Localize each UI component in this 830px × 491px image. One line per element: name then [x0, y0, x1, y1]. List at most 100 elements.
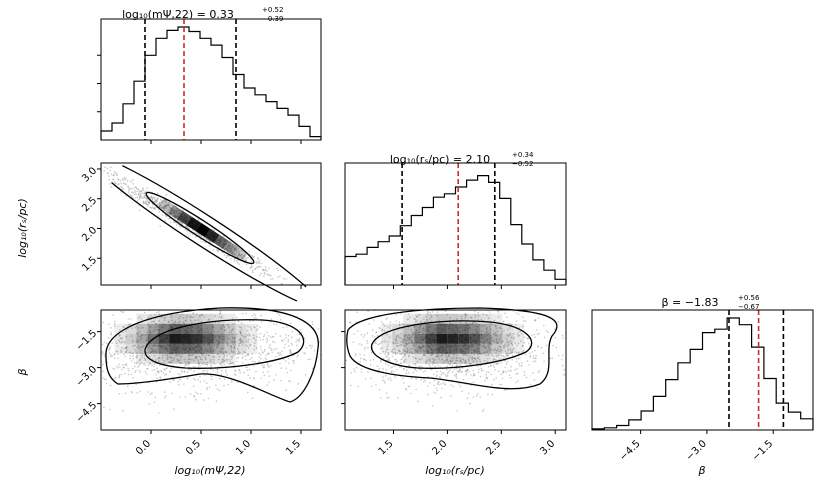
- scatter-point: [212, 249, 215, 251]
- scatter-point: [170, 356, 172, 358]
- density-cell: [469, 313, 481, 324]
- scatter-point: [230, 331, 233, 333]
- scatter-point: [357, 385, 360, 388]
- scatter-point: [136, 354, 138, 357]
- scatter-point: [483, 359, 486, 362]
- scatter-point: [522, 320, 525, 322]
- scatter-point: [470, 374, 472, 376]
- scatter-point: [288, 380, 290, 382]
- scatter-point: [260, 262, 262, 265]
- scatter-point: [260, 357, 262, 360]
- scatter-point: [125, 177, 127, 180]
- scatter-point: [253, 377, 255, 380]
- scatter-point: [475, 328, 477, 331]
- scatter-point: [132, 191, 134, 194]
- scatter-point: [203, 370, 206, 372]
- scatter-point: [164, 317, 166, 319]
- scatter-point: [394, 342, 397, 345]
- scatter-point: [192, 316, 194, 319]
- scatter-point: [156, 348, 158, 351]
- scatter-point: [399, 366, 401, 369]
- scatter-point: [135, 369, 137, 372]
- scatter-point: [181, 371, 183, 374]
- density-cell: [158, 343, 170, 354]
- scatter-point: [287, 358, 290, 360]
- scatter-point: [223, 352, 225, 355]
- scatter-point: [154, 344, 157, 347]
- scatter-point: [451, 365, 453, 368]
- scatter-point: [123, 326, 125, 329]
- scatter-point: [210, 365, 212, 368]
- scatter-point: [495, 332, 497, 335]
- scatter-point: [480, 330, 483, 333]
- scatter-point: [245, 312, 247, 315]
- scatter-point: [424, 354, 426, 357]
- scatter-point: [430, 316, 433, 319]
- scatter-point: [118, 376, 121, 379]
- scatter-point: [133, 361, 136, 364]
- scatter-point: [114, 173, 116, 175]
- scatter-point: [171, 319, 173, 322]
- scatter-point: [515, 381, 517, 384]
- scatter-point: [558, 354, 560, 357]
- scatter-point: [220, 316, 223, 318]
- scatter-point: [217, 250, 219, 252]
- scatter-point: [455, 356, 458, 359]
- scatter-point: [251, 314, 253, 317]
- scatter-point: [134, 348, 136, 351]
- scatter-point: [400, 332, 403, 335]
- scatter-point: [127, 373, 130, 376]
- scatter-point: [551, 357, 553, 359]
- scatter-point: [309, 358, 312, 361]
- scatter-point: [491, 340, 493, 342]
- scatter-point: [387, 396, 390, 399]
- scatter-point: [253, 313, 255, 315]
- scatter-point: [143, 354, 146, 357]
- scatter-point: [387, 378, 390, 380]
- scatter-point: [504, 366, 507, 369]
- scatter-point: [487, 393, 489, 396]
- scatter-point: [407, 372, 410, 374]
- scatter-point: [447, 362, 450, 365]
- scatter-point: [178, 318, 180, 320]
- scatter-point: [384, 353, 386, 356]
- density-cell: [403, 343, 415, 354]
- scatter-point: [243, 256, 245, 258]
- scatter-point: [184, 320, 187, 322]
- scatter-point: [228, 247, 230, 250]
- scatter-point: [113, 181, 116, 183]
- scatter-point: [419, 325, 422, 327]
- scatter-point: [285, 367, 287, 370]
- scatter-point: [115, 350, 118, 353]
- scatter-point: [502, 340, 504, 342]
- scatter-point: [112, 314, 114, 317]
- scatter-point: [213, 326, 215, 329]
- scatter-point: [184, 228, 187, 231]
- scatter-point: [249, 320, 251, 322]
- scatter-point: [385, 355, 388, 358]
- scatter-point: [495, 362, 498, 365]
- scatter-point: [241, 253, 243, 256]
- scatter-point: [182, 321, 185, 324]
- scatter-point: [229, 242, 232, 245]
- scatter-point: [140, 346, 143, 348]
- scatter-point: [449, 317, 451, 319]
- scatter-point: [178, 384, 180, 386]
- scatter-point: [478, 368, 480, 371]
- scatter-point: [495, 340, 498, 342]
- scatter-point: [276, 267, 278, 270]
- scatter-point: [476, 330, 478, 333]
- scatter-point: [395, 314, 397, 316]
- scatter-point: [167, 209, 169, 211]
- scatter-point: [216, 371, 219, 373]
- scatter-point: [237, 247, 240, 250]
- density-cell: [114, 323, 126, 334]
- density-cell: [177, 210, 192, 226]
- scatter-point: [514, 351, 517, 353]
- scatter-point: [231, 340, 233, 342]
- scatter-point: [387, 326, 389, 328]
- scatter-point: [456, 354, 458, 357]
- scatter-point: [170, 392, 173, 395]
- density-cell: [480, 353, 492, 364]
- scatter-point: [507, 370, 509, 372]
